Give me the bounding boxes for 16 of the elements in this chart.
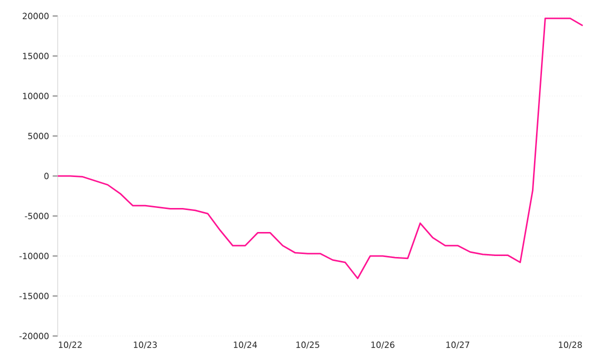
x-tick-label: 10/26 [371,342,394,349]
y-tick-label: -5000 [24,212,49,220]
y-tick-label: 5000 [28,132,49,140]
y-tick-label: -15000 [19,292,49,300]
y-tick-label: 20000 [22,12,49,20]
y-tick-label: -20000 [19,332,49,340]
y-tick-label: -10000 [19,252,49,260]
x-tick-label: 10/25 [296,342,320,349]
y-tick-label: 15000 [23,52,49,60]
x-tick-label: 10/27 [446,342,470,349]
y-tick-label: 10000 [23,92,49,100]
x-tick-label: 10/22 [58,342,82,349]
x-tick-label: 10/24 [234,342,257,349]
y-tick-label: 0 [44,172,49,180]
x-tick-label: 10/23 [134,342,157,349]
x-tick-label: 10/28 [558,342,582,349]
